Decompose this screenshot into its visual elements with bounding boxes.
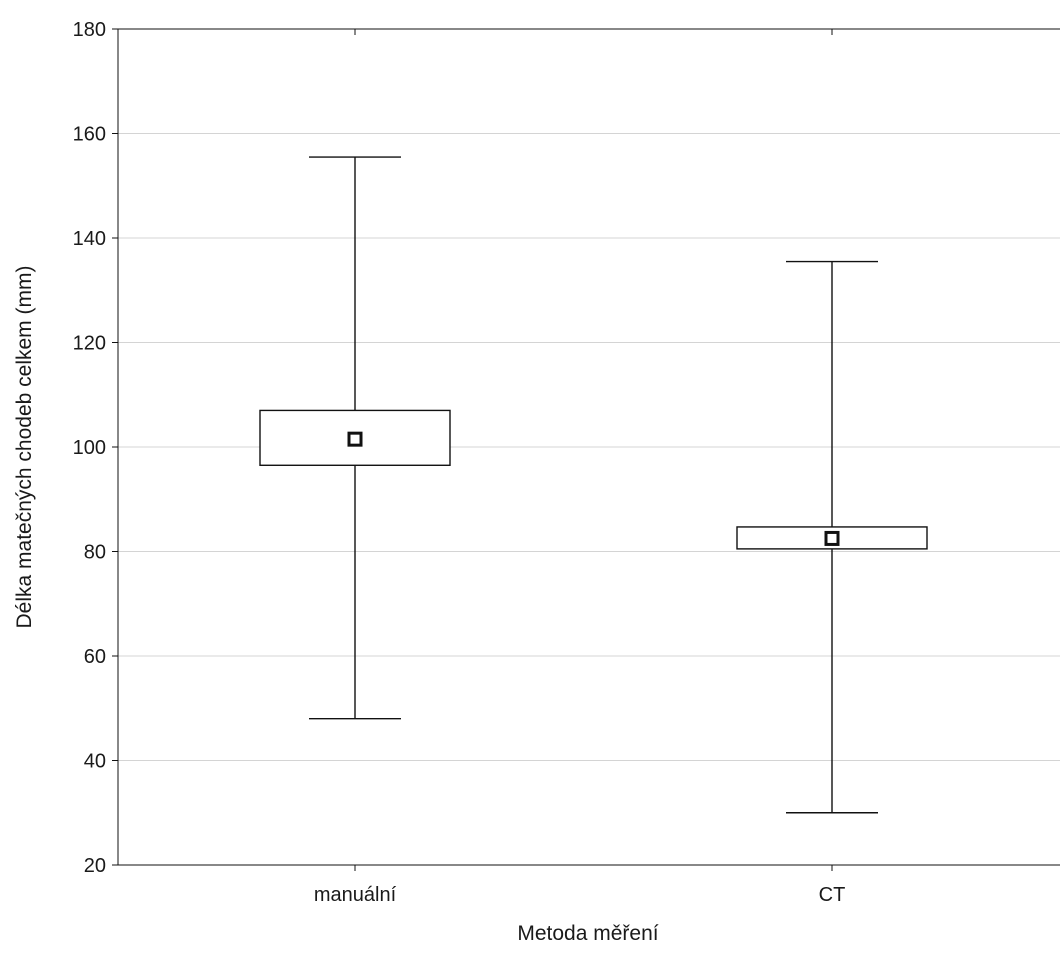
mean-marker [824, 530, 840, 546]
y-tick-label: 140 [73, 228, 106, 250]
box-series [259, 156, 928, 814]
x-axis-ticks: manuální CT [314, 29, 845, 906]
mean-marker [347, 431, 363, 447]
y-tick-label: 60 [84, 646, 106, 668]
y-tick-label: 80 [84, 542, 106, 564]
y-tick-label: 120 [73, 333, 106, 355]
y-axis-ticks: 20 40 60 80 100 120 140 160 180 [73, 19, 118, 877]
y-axis-label: Délka matečných chodeb celkem (mm) [13, 266, 36, 629]
y-tick-label: 180 [73, 19, 106, 41]
x-axis-label: Metoda měření [517, 922, 658, 945]
x-tick-label: manuální [314, 884, 397, 906]
grid-lines [118, 133, 1060, 761]
y-tick-label: 160 [73, 124, 106, 146]
y-tick-label: 100 [73, 437, 106, 459]
box-group [259, 156, 451, 720]
y-tick-label: 20 [84, 855, 106, 877]
box-group [736, 260, 928, 814]
y-tick-label: 40 [84, 751, 106, 773]
x-tick-label: CT [819, 884, 846, 906]
